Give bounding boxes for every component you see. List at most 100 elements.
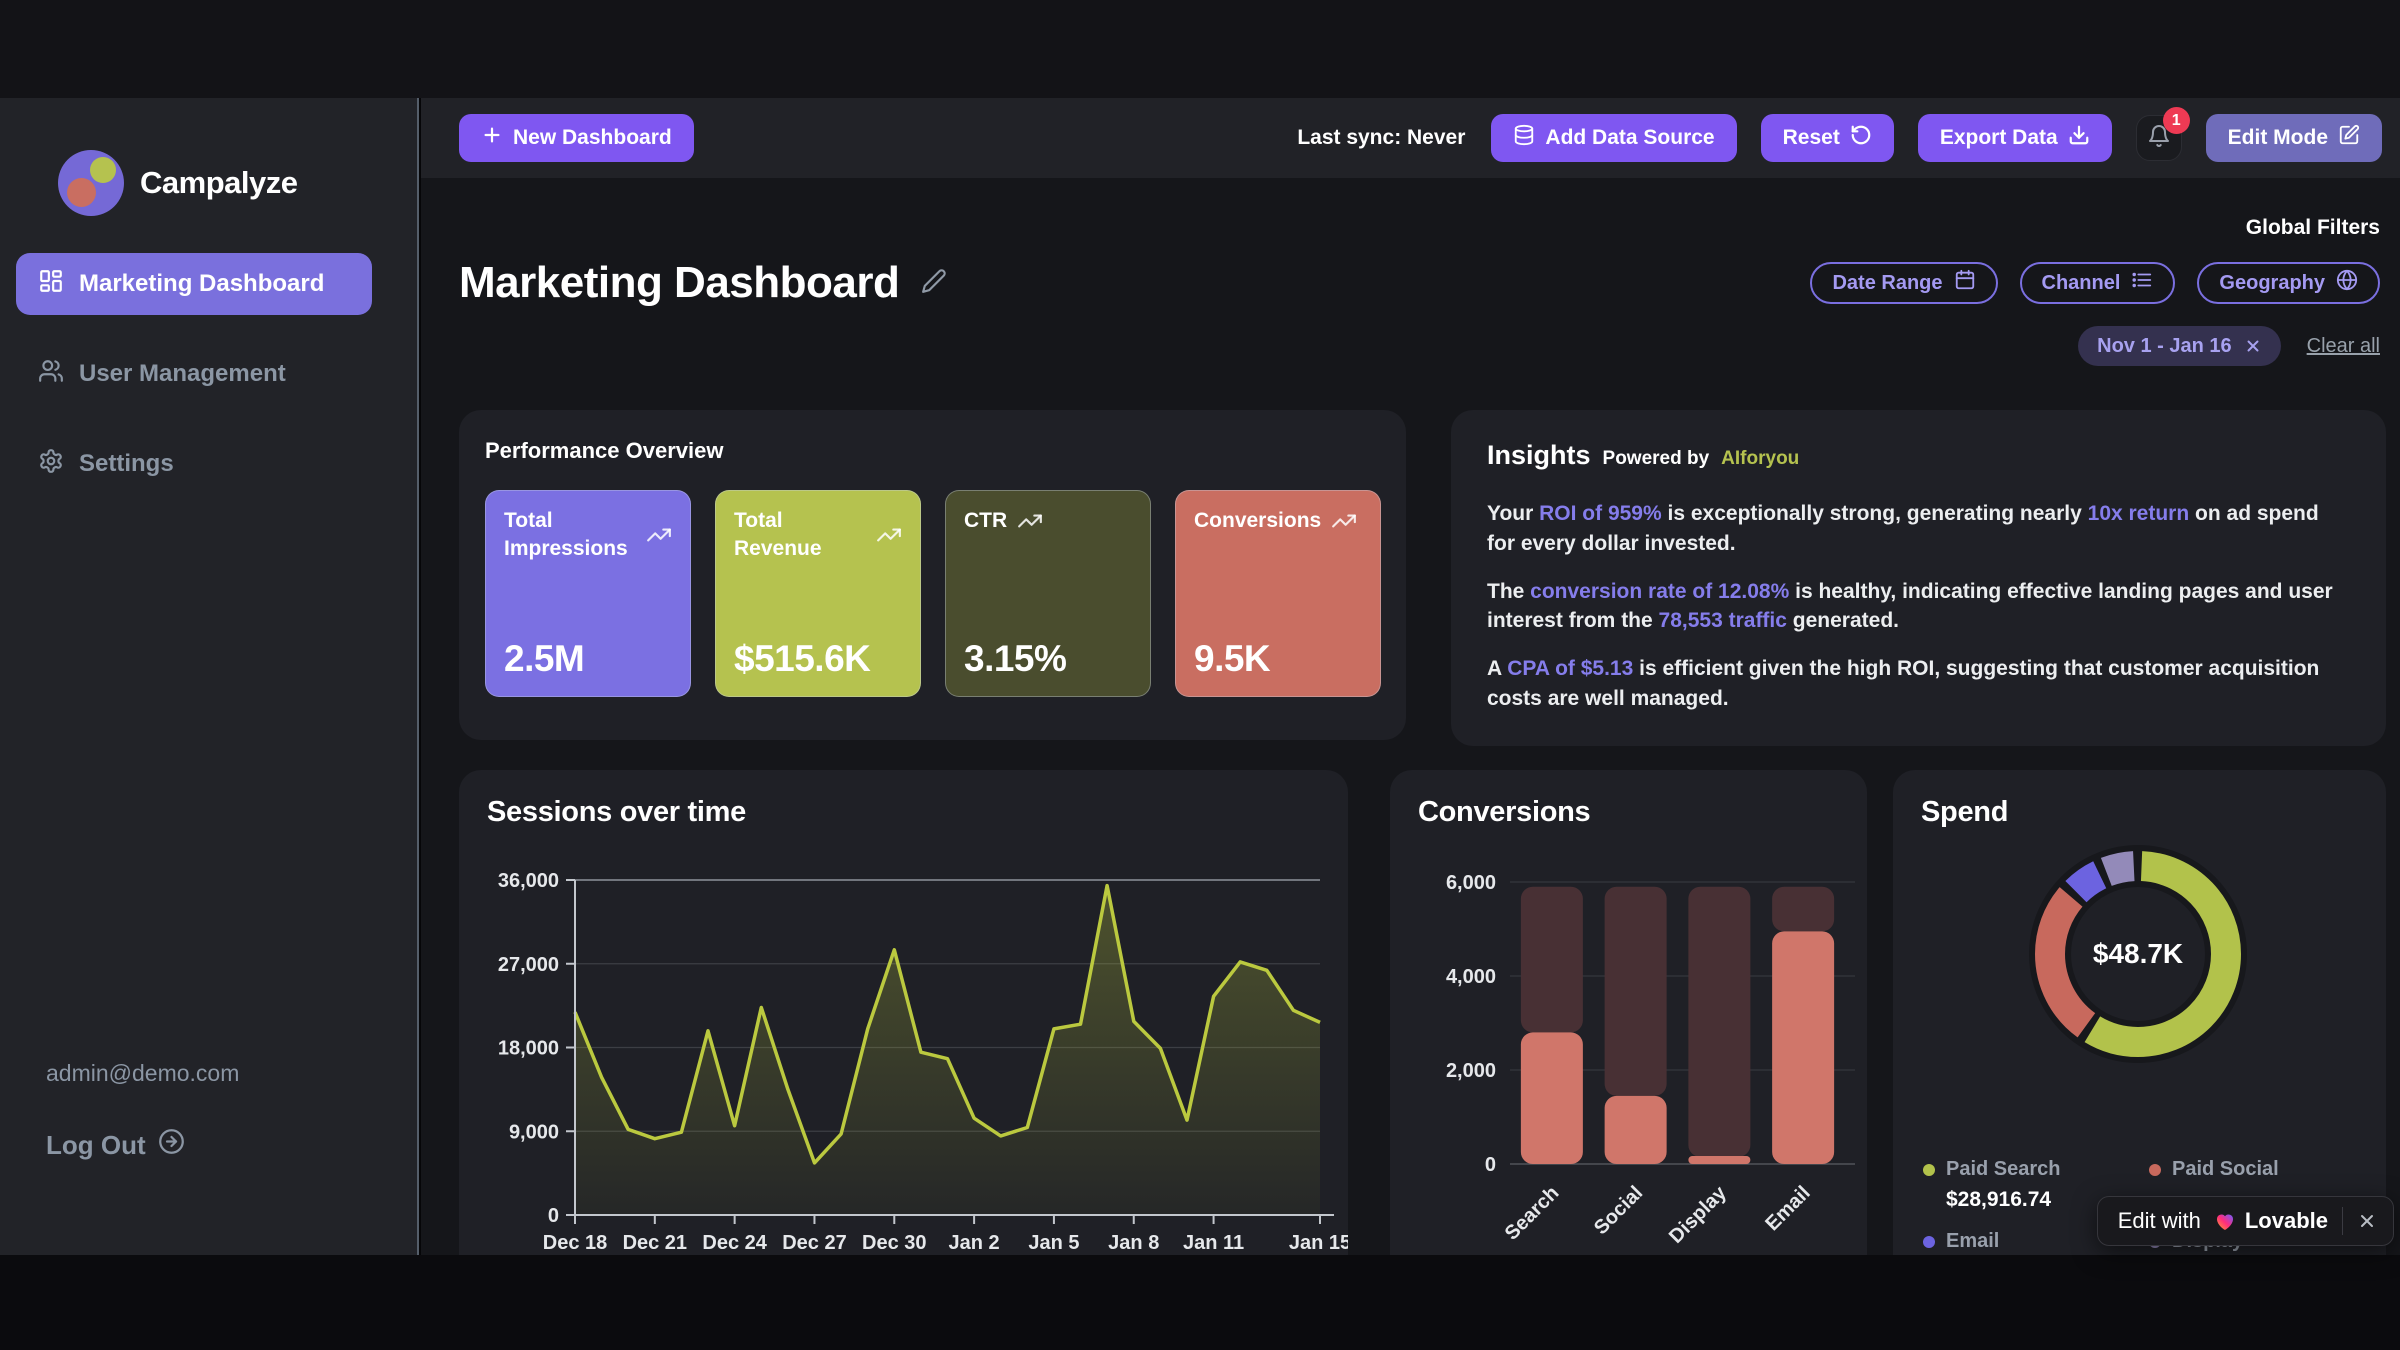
insight-paragraph: Your ROI of 959% is exceptionally strong… — [1487, 502, 2319, 555]
page-title: Marketing Dashboard — [459, 258, 900, 307]
insight-highlight: conversion rate of 12.08% — [1530, 579, 1790, 603]
notifications-button[interactable]: 1 — [2135, 107, 2190, 161]
filter-button-geography[interactable]: Geography — [2197, 262, 2380, 304]
topbar: New Dashboard Last sync: Never Add Data … — [421, 98, 2400, 178]
kpi-value: 9.5K — [1194, 638, 1271, 679]
trending-up-icon — [1331, 508, 1357, 534]
svg-text:Jan 8: Jan 8 — [1108, 1232, 1159, 1254]
kpi-card-conversions: Conversions 9.5K — [1175, 490, 1381, 697]
global-filters-label: Global Filters — [2245, 216, 2380, 239]
svg-text:Dec 30: Dec 30 — [862, 1232, 927, 1254]
app-name: Campalyze — [140, 165, 298, 200]
active-filters-row: Nov 1 - Jan 16 Clear all — [2078, 326, 2380, 366]
svg-text:4,000: 4,000 — [1446, 966, 1496, 988]
insight-highlight: 10x return — [2087, 502, 2190, 525]
svg-text:Dec 24: Dec 24 — [702, 1232, 767, 1254]
svg-text:2,000: 2,000 — [1446, 1060, 1496, 1082]
sidebar-item-label: User Management — [79, 360, 286, 387]
sidebar-item-user-management[interactable]: User Management — [16, 343, 372, 405]
insight-paragraph: A CPA of $5.13 is efficient given the hi… — [1487, 657, 2320, 711]
spend-donut-chart — [2029, 845, 2247, 1063]
svg-text:Jan 2: Jan 2 — [949, 1232, 1000, 1254]
bottom-black-strip — [0, 1255, 2400, 1350]
date-filter-chip[interactable]: Nov 1 - Jan 16 — [2078, 326, 2281, 366]
svg-text:0: 0 — [1485, 1154, 1496, 1176]
svg-text:0: 0 — [548, 1205, 559, 1227]
svg-text:9,000: 9,000 — [509, 1121, 559, 1143]
spend-chart-card: Spend $48.7K Paid Search $28,916.74 Paid S… — [1893, 770, 2386, 1255]
topbar-actions: Last sync: Never Add Data Source Reset E… — [1297, 107, 2382, 162]
logo-icon — [58, 150, 124, 216]
svg-text:27,000: 27,000 — [498, 954, 559, 976]
kpi-label: Total Impressions — [504, 509, 628, 561]
sidebar-item-settings[interactable]: Settings — [16, 433, 372, 495]
list-icon — [2131, 269, 2153, 297]
performance-overview-panel: Performance Overview Total Impressions 2.… — [459, 410, 1406, 740]
add-data-source-label: Add Data Source — [1545, 126, 1715, 149]
kpi-card-total-impressions: Total Impressions 2.5M — [485, 490, 691, 697]
kpi-card-total-revenue: Total Revenue $515.6K — [715, 490, 921, 697]
kpi-label: Total Revenue — [734, 509, 822, 561]
trending-up-icon — [876, 522, 902, 548]
edit-mode-button[interactable]: Edit Mode — [2205, 114, 2382, 162]
trending-up-icon — [646, 522, 672, 548]
edit-title-pencil-icon[interactable] — [921, 268, 947, 299]
legend-label: Paid Search — [1946, 1158, 2061, 1180]
logout-button[interactable]: Log Out — [46, 1128, 185, 1162]
last-sync-status: Last sync: Never — [1297, 126, 1466, 149]
legend-item-email: Email — [1923, 1230, 2149, 1253]
insight-highlight: CPA of $5.13 — [1507, 657, 1634, 681]
date-filter-chip-label: Nov 1 - Jan 16 — [2097, 334, 2232, 357]
conversions-chart-card: Conversions 0 2,000 4,000 6,000 Search Social… — [1390, 770, 1867, 1255]
filter-button-channel[interactable]: Channel — [2019, 262, 2176, 304]
new-dashboard-label: New Dashboard — [513, 126, 672, 149]
svg-text:6,000: 6,000 — [1446, 872, 1496, 894]
badge-close-icon[interactable] — [2357, 1211, 2377, 1231]
trending-up-icon — [1017, 508, 1043, 534]
legend-label: Paid Social — [2172, 1158, 2279, 1180]
edit-with-lovable-badge[interactable]: Edit with Lovable — [2096, 1196, 2394, 1246]
svg-text:18,000: 18,000 — [498, 1038, 559, 1060]
conversions-chart-title: Conversions — [1418, 796, 1591, 828]
svg-text:Display: Display — [1665, 1181, 1731, 1247]
kpi-value: 2.5M — [504, 638, 585, 679]
export-data-button[interactable]: Export Data — [1917, 114, 2112, 162]
filter-button-date-range[interactable]: Date Range — [1810, 262, 1998, 304]
globe-icon — [2336, 269, 2358, 297]
svg-text:Email: Email — [1761, 1182, 1814, 1235]
insights-provider: AIforyou — [1721, 448, 1800, 469]
edit-square-icon — [2338, 124, 2360, 152]
insights-text: Your ROI of 959% is exceptionally strong… — [1487, 499, 2350, 714]
remove-filter-icon[interactable] — [2244, 337, 2262, 355]
rotate-ccw-icon — [1850, 124, 1872, 152]
edit-mode-label: Edit Mode — [2227, 126, 2328, 149]
settings-icon — [38, 448, 64, 481]
sidebar-nav: Marketing Dashboard User Management Settin… — [16, 253, 372, 495]
arrow-right-circle-icon — [158, 1128, 185, 1162]
svg-text:Jan 15: Jan 15 — [1289, 1232, 1348, 1254]
kpi-cards: Total Impressions 2.5M Total Revenue $515.6… — [485, 490, 1381, 697]
svg-text:Jan 11: Jan 11 — [1183, 1232, 1244, 1254]
svg-text:Social: Social — [1590, 1182, 1647, 1239]
notification-count-badge: 1 — [2162, 107, 2190, 134]
legend-dot — [1923, 1235, 1935, 1248]
logo-dot-salmon — [67, 178, 96, 207]
filter-label: Channel — [2041, 271, 2121, 294]
new-dashboard-button[interactable]: New Dashboard — [459, 114, 694, 162]
kpi-card-ctr: CTR 3.15% — [945, 490, 1151, 697]
clear-all-filters-link[interactable]: Clear all — [2306, 334, 2380, 357]
dashboard-icon — [38, 268, 64, 301]
add-data-source-button[interactable]: Add Data Source — [1491, 114, 1737, 162]
lovable-prefix: Edit with — [2117, 1208, 2201, 1233]
filter-label: Date Range — [1832, 271, 1943, 294]
svg-text:Dec 27: Dec 27 — [782, 1232, 847, 1254]
reset-label: Reset — [1782, 126, 1840, 149]
spend-total-value: $48.7K — [2092, 938, 2184, 969]
reset-button[interactable]: Reset — [1760, 114, 1894, 162]
database-icon — [1513, 124, 1535, 152]
svg-text:Dec 18: Dec 18 — [543, 1232, 608, 1254]
bell-icon — [2147, 124, 2171, 153]
sidebar-item-label: Settings — [79, 450, 174, 477]
sidebar-item-marketing-dashboard[interactable]: Marketing Dashboard — [16, 253, 372, 315]
